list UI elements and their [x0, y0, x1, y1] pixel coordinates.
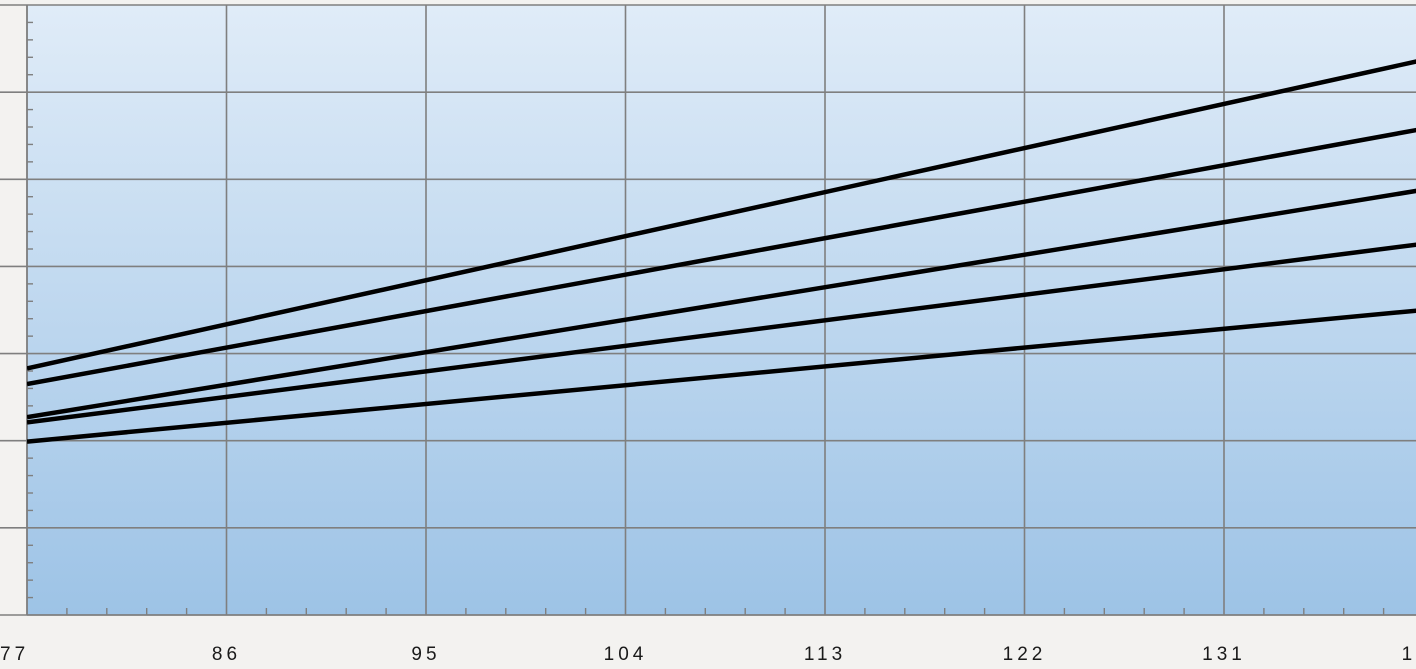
x-tick-label: 140	[1402, 644, 1416, 665]
axis-ticks	[0, 4, 1385, 616]
series-line-5	[27, 308, 1416, 444]
series-lines	[27, 59, 1416, 444]
plot-area	[27, 5, 1416, 615]
x-tick-label: 95	[411, 644, 440, 665]
x-tick-label: 77	[0, 644, 29, 665]
grid	[26, 4, 1416, 616]
x-axis-tick-labels: 77 86 95 104 113 122 131 140	[0, 644, 1416, 665]
series-line-2	[27, 127, 1416, 387]
series-line-3	[27, 188, 1416, 420]
x-tick-label: 104	[604, 644, 648, 665]
x-tick-label: 86	[212, 644, 241, 665]
x-tick-label: 122	[1003, 644, 1047, 665]
series-line-4	[27, 242, 1416, 425]
x-tick-label: 131	[1202, 644, 1246, 665]
series-line-1	[27, 59, 1416, 371]
x-tick-label: 113	[804, 644, 846, 665]
